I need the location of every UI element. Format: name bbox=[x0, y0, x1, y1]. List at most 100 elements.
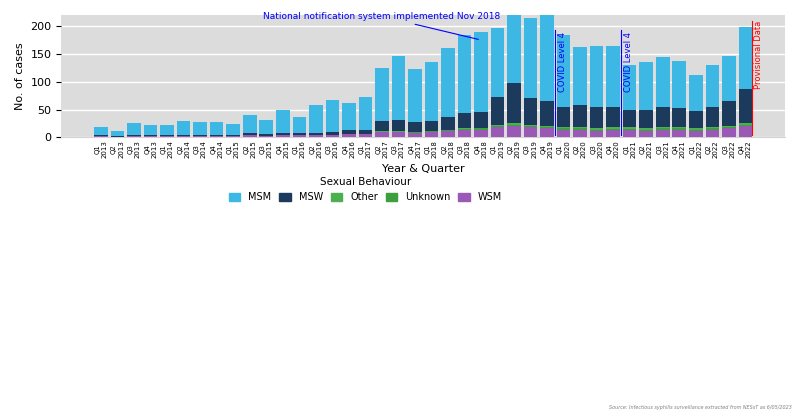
Bar bbox=[342, 103, 356, 129]
Bar bbox=[706, 107, 719, 127]
Bar bbox=[673, 108, 686, 127]
Bar bbox=[408, 69, 422, 122]
Bar bbox=[293, 135, 306, 137]
Bar bbox=[342, 134, 356, 137]
Bar bbox=[474, 129, 488, 137]
Bar bbox=[425, 132, 438, 137]
Bar bbox=[590, 128, 603, 129]
Bar bbox=[474, 112, 488, 128]
Bar bbox=[738, 124, 752, 125]
Bar bbox=[458, 113, 471, 129]
Bar bbox=[722, 127, 735, 129]
Bar bbox=[358, 134, 372, 137]
Bar bbox=[259, 134, 273, 136]
Bar bbox=[474, 32, 488, 112]
Bar bbox=[722, 129, 735, 137]
Bar bbox=[194, 136, 207, 137]
Bar bbox=[94, 135, 108, 136]
Bar bbox=[656, 57, 670, 107]
Bar bbox=[442, 130, 454, 131]
Bar bbox=[656, 107, 670, 127]
Bar bbox=[408, 132, 422, 133]
Bar bbox=[722, 126, 735, 127]
Bar bbox=[540, 126, 554, 127]
Text: Provisional Data: Provisional Data bbox=[754, 21, 763, 89]
Bar bbox=[194, 135, 207, 136]
Bar bbox=[210, 136, 223, 137]
Bar bbox=[673, 61, 686, 108]
Bar bbox=[442, 48, 454, 117]
Bar bbox=[408, 122, 422, 132]
Bar bbox=[490, 125, 504, 126]
Bar bbox=[243, 133, 257, 135]
Bar bbox=[375, 132, 389, 137]
Bar bbox=[623, 130, 637, 137]
Bar bbox=[490, 126, 504, 127]
Bar bbox=[574, 129, 587, 137]
Bar bbox=[276, 135, 290, 137]
Bar bbox=[540, 9, 554, 101]
Bar bbox=[590, 46, 603, 107]
Bar bbox=[160, 135, 174, 136]
Bar bbox=[490, 28, 504, 97]
Bar bbox=[458, 129, 471, 137]
Bar bbox=[177, 136, 190, 137]
Bar bbox=[194, 122, 207, 135]
Bar bbox=[524, 125, 538, 126]
Bar bbox=[127, 135, 141, 136]
Bar bbox=[309, 133, 322, 135]
Bar bbox=[606, 129, 620, 130]
Bar bbox=[226, 135, 240, 136]
Bar bbox=[722, 101, 735, 126]
Bar bbox=[442, 131, 454, 137]
Bar bbox=[557, 107, 570, 127]
Bar bbox=[524, 18, 538, 98]
Bar bbox=[375, 68, 389, 121]
Bar bbox=[606, 130, 620, 137]
Bar bbox=[94, 136, 108, 137]
Bar bbox=[557, 129, 570, 137]
Bar bbox=[442, 129, 454, 130]
Bar bbox=[623, 129, 637, 130]
Bar bbox=[639, 62, 653, 110]
Y-axis label: No. of cases: No. of cases bbox=[15, 42, 25, 110]
Bar bbox=[474, 128, 488, 129]
Bar bbox=[127, 123, 141, 135]
Bar bbox=[590, 131, 603, 137]
Bar bbox=[574, 47, 587, 105]
Bar bbox=[160, 125, 174, 135]
Bar bbox=[326, 135, 339, 137]
Bar bbox=[342, 129, 356, 134]
Bar bbox=[738, 27, 752, 89]
Text: Source: Infectious syphilis surveillance extracted from NESsT as 6/05/2023: Source: Infectious syphilis surveillance… bbox=[609, 405, 792, 410]
Bar bbox=[507, 123, 521, 125]
Bar bbox=[706, 129, 719, 137]
Bar bbox=[392, 131, 405, 132]
Bar bbox=[358, 97, 372, 129]
Text: COVID Level 4: COVID Level 4 bbox=[624, 32, 633, 92]
Bar bbox=[392, 56, 405, 120]
Bar bbox=[656, 127, 670, 129]
Bar bbox=[507, 0, 521, 83]
Bar bbox=[738, 89, 752, 124]
Bar bbox=[243, 115, 257, 133]
Bar bbox=[656, 129, 670, 137]
Bar bbox=[392, 120, 405, 131]
Bar bbox=[722, 56, 735, 101]
Bar bbox=[425, 121, 438, 131]
Bar bbox=[590, 129, 603, 131]
Text: National notification system implemented Nov 2018: National notification system implemented… bbox=[263, 12, 501, 40]
Bar bbox=[738, 125, 752, 126]
Bar bbox=[408, 133, 422, 137]
Bar bbox=[425, 131, 438, 132]
Bar bbox=[293, 133, 306, 135]
Bar bbox=[210, 122, 223, 135]
Bar bbox=[392, 132, 405, 137]
Bar bbox=[309, 105, 322, 133]
Bar bbox=[540, 101, 554, 126]
Bar bbox=[94, 127, 108, 135]
Bar bbox=[639, 129, 653, 131]
Bar bbox=[226, 124, 240, 135]
Bar bbox=[243, 135, 257, 137]
Bar bbox=[639, 131, 653, 137]
